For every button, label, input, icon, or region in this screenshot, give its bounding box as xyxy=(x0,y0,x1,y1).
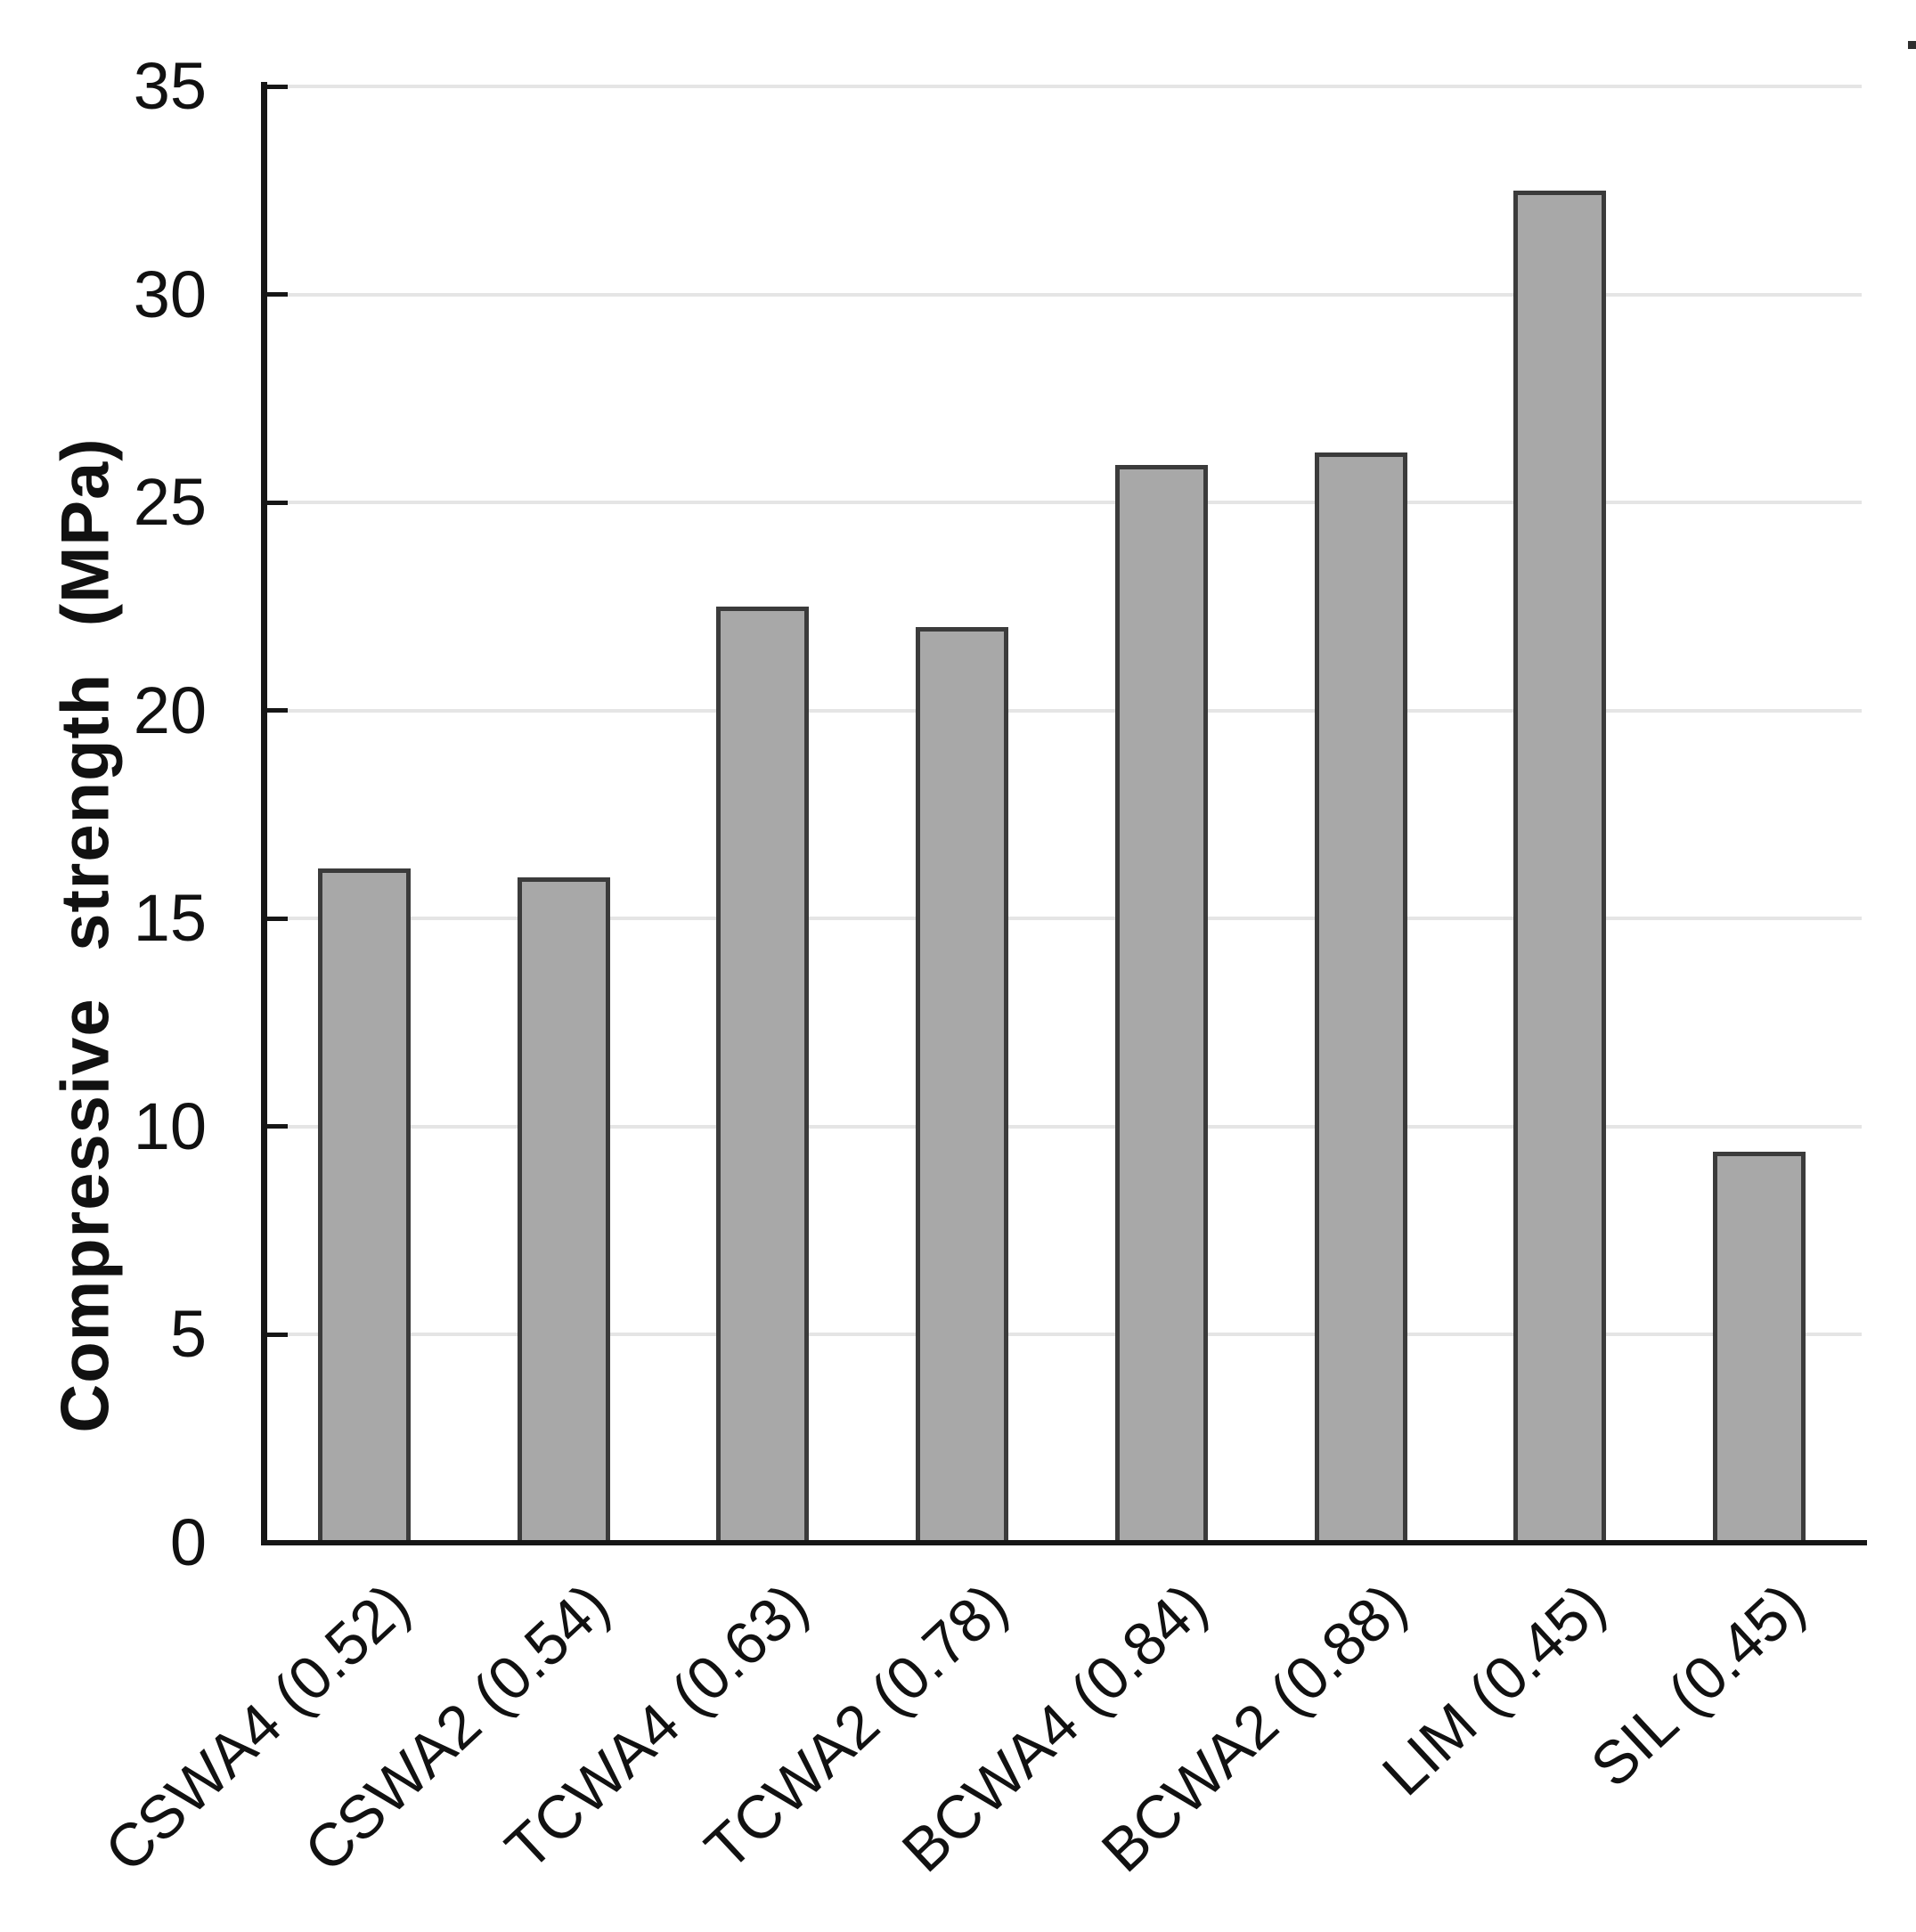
gridline-20 xyxy=(265,708,1862,713)
bar-TCWA4 (0.63) xyxy=(716,606,810,1545)
bar-CSWA2 (0.54) xyxy=(517,876,610,1545)
bar-SIL (0.45) xyxy=(1713,1151,1806,1545)
y-tick-label-0: 0 xyxy=(169,1505,207,1579)
y-tick-30 xyxy=(265,292,288,298)
y-tick-20 xyxy=(265,708,288,713)
y-axis-line xyxy=(261,82,267,1545)
gridline-10 xyxy=(265,1124,1862,1129)
y-tick-0 xyxy=(265,1540,288,1545)
y-tick-15 xyxy=(265,916,288,921)
y-tick-label-25: 25 xyxy=(133,465,207,540)
y-tick-10 xyxy=(265,1124,288,1129)
y-tick-35 xyxy=(265,84,288,89)
gridline-30 xyxy=(265,292,1862,297)
y-tick-label-15: 15 xyxy=(133,881,207,956)
gridline-35 xyxy=(265,85,1862,88)
y-tick-25 xyxy=(265,500,288,505)
bar-BCWA2 (0.88) xyxy=(1314,452,1407,1545)
x-axis-line xyxy=(261,1540,1867,1545)
y-tick-label-5: 5 xyxy=(169,1297,207,1372)
y-tick-label-35: 35 xyxy=(133,49,207,123)
bar-TCWA2 (0.78) xyxy=(916,627,1009,1545)
bar-LIM (0.45) xyxy=(1513,190,1607,1545)
bar-CSWA4 (0.52) xyxy=(317,868,411,1545)
bar-BCWA4 (0.84) xyxy=(1114,465,1208,1545)
corner-artifact xyxy=(1908,41,1916,49)
gridline-25 xyxy=(265,501,1862,505)
y-tick-label-10: 10 xyxy=(133,1088,207,1163)
gridline-5 xyxy=(265,1333,1862,1337)
gridline-15 xyxy=(265,917,1862,921)
y-tick-label-20: 20 xyxy=(133,673,207,747)
y-tick-label-30: 30 xyxy=(133,257,207,331)
y-tick-5 xyxy=(265,1332,288,1337)
